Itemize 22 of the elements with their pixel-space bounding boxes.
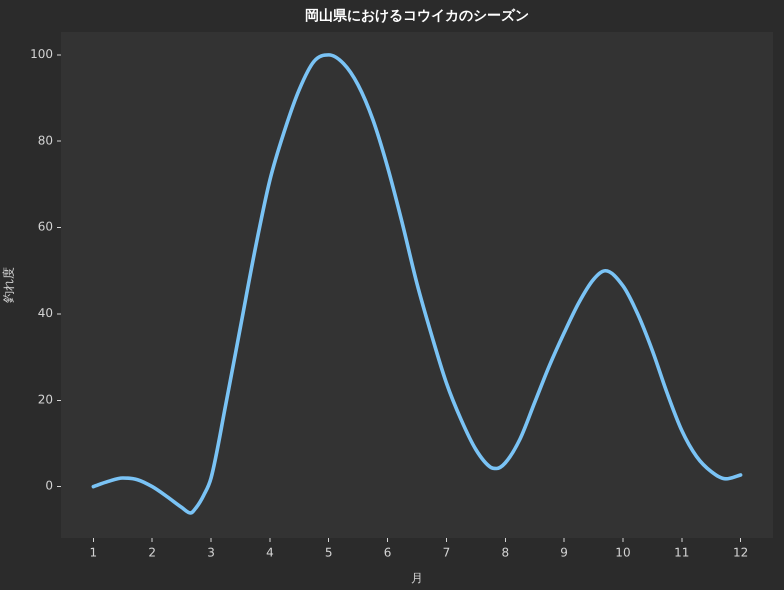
line-series	[92, 53, 742, 515]
y-axis-title: 釣れ度	[1, 267, 16, 303]
x-tick-label: 4	[266, 545, 274, 560]
x-tick-label: 5	[324, 545, 333, 560]
y-tick-label: 40	[38, 306, 53, 320]
x-tick-label: 2	[148, 545, 156, 560]
x-tick-label: 9	[560, 545, 568, 560]
x-tick-label: 1	[90, 545, 98, 560]
x-tick-label: 11	[674, 545, 690, 560]
x-tick-label: 7	[442, 545, 450, 560]
y-tick-label: 0	[45, 478, 53, 493]
x-tick-label: 12	[732, 545, 748, 560]
x-tick-label: 8	[501, 545, 510, 560]
x-axis-title: 月	[411, 570, 423, 585]
x-tick-label: 10	[615, 545, 631, 560]
chart-title: 岡山県におけるコウイカのシーズン	[305, 8, 529, 24]
y-tick-label: 100	[30, 47, 53, 62]
y-tick-label: 60	[38, 220, 53, 234]
y-tick-label: 20	[38, 392, 53, 406]
x-tick-label: 3	[207, 545, 215, 560]
y-tick-label: 80	[38, 133, 53, 148]
x-tick-label: 6	[384, 545, 392, 560]
